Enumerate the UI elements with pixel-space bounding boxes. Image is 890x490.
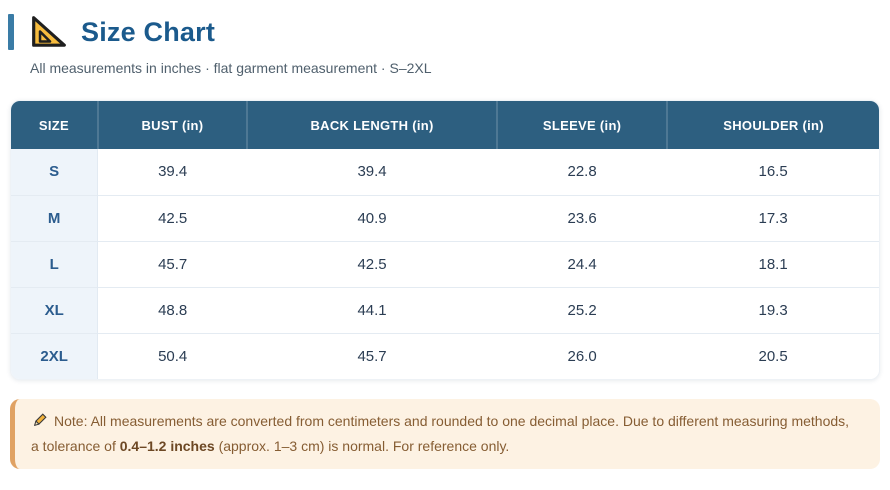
accent-bar [8, 14, 14, 50]
size-cell: XL [11, 286, 99, 333]
table-row: XL 48.8 44.1 25.2 19.3 [11, 286, 879, 333]
column-header-back-length: BACK LENGTH (in) [246, 101, 498, 149]
page-header: Size Chart [8, 13, 890, 51]
size-cell: M [11, 194, 99, 241]
pencil-icon [31, 412, 48, 436]
back-length-cell: 39.4 [247, 149, 498, 195]
shoulder-cell: 16.5 [667, 149, 879, 195]
column-header-shoulder: SHOULDER (in) [666, 101, 879, 149]
back-length-cell: 40.9 [247, 194, 498, 241]
shoulder-cell: 18.1 [667, 240, 879, 287]
bust-cell: 48.8 [97, 286, 248, 333]
bust-cell: 39.4 [97, 149, 248, 195]
size-table: SIZE BUST (in) BACK LENGTH (in) SLEEVE (… [10, 100, 880, 380]
note-bold-text: 0.4–1.2 inches [119, 437, 215, 454]
bust-cell: 42.5 [97, 194, 248, 241]
table-row: L 45.7 42.5 24.4 18.1 [11, 240, 879, 287]
table-row: S 39.4 39.4 22.8 16.5 [11, 149, 879, 195]
note-text-end: (approx. 1–3 cm) is normal. For referenc… [214, 437, 510, 454]
sleeve-cell: 23.6 [497, 194, 668, 241]
note-text: Note: All measurements are converted fro… [31, 413, 850, 454]
bust-cell: 45.7 [97, 240, 248, 287]
back-length-cell: 45.7 [247, 332, 498, 379]
column-header-bust: BUST (in) [96, 101, 248, 149]
sleeve-cell: 24.4 [497, 240, 668, 287]
size-chart-page: Size Chart All measurements in inches · … [0, 13, 890, 470]
sleeve-cell: 26.0 [497, 332, 668, 379]
page-subtitle: All measurements in inches · flat garmen… [30, 60, 432, 76]
shoulder-cell: 20.5 [667, 332, 879, 379]
size-cell: L [11, 240, 99, 287]
sleeve-cell: 22.8 [497, 149, 668, 195]
table-header: SIZE BUST (in) BACK LENGTH (in) SLEEVE (… [11, 101, 879, 149]
shoulder-cell: 19.3 [667, 286, 879, 333]
note-box: Note: All measurements are converted fro… [10, 399, 880, 470]
table-row: M 42.5 40.9 23.6 17.3 [11, 194, 879, 241]
back-length-cell: 44.1 [247, 286, 498, 333]
table-row: 2XL 50.4 45.7 26.0 20.5 [11, 332, 879, 379]
sleeve-cell: 25.2 [497, 286, 668, 333]
bust-cell: 50.4 [97, 332, 248, 379]
column-header-size: SIZE [11, 101, 98, 149]
back-length-cell: 42.5 [247, 240, 498, 287]
column-header-sleeve: SLEEVE (in) [496, 101, 668, 149]
shoulder-cell: 17.3 [667, 194, 879, 241]
size-cell: 2XL [11, 332, 99, 379]
triangle-ruler-icon [30, 15, 68, 49]
page-title: Size Chart [81, 16, 216, 47]
size-cell: S [11, 149, 99, 195]
